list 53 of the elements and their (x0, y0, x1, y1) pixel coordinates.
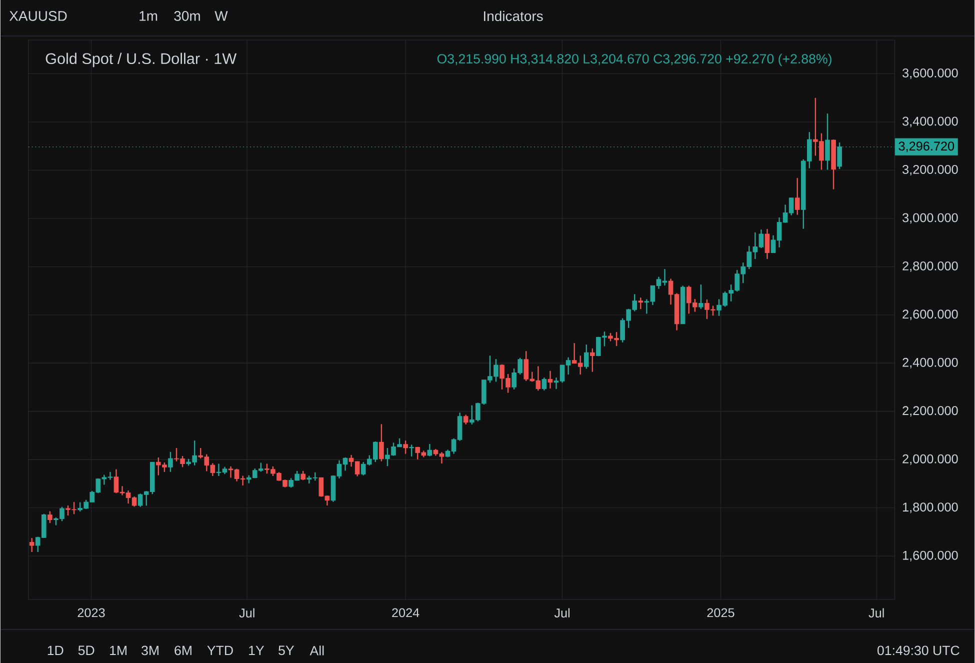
ref-line-label: 3,296.720 (898, 141, 954, 152)
candlestick (403, 440, 408, 454)
text: 6M (174, 646, 192, 655)
annotation: O3,215.990 H3,314.820 L3,204.670 C3,296.720 +92.270 (+2.88%) (437, 54, 832, 66)
y-tick-label: 2,600.000 (902, 309, 958, 320)
text: 1Y (249, 646, 264, 655)
candlestick (638, 296, 644, 310)
text: 1D (48, 646, 64, 655)
y-tick-label: 2,800.000 (902, 261, 958, 272)
y-tick-label: 2,400.000 (902, 358, 958, 368)
x-tick-label: Jul (868, 608, 884, 618)
text: W (214, 10, 228, 21)
text: YTD (207, 646, 233, 655)
text: All (310, 645, 324, 656)
candlestick (764, 228, 770, 260)
candlestick (29, 537, 34, 552)
candlestick (300, 470, 306, 480)
candlestick (409, 444, 414, 457)
y-tick-label: 2,200.000 (902, 406, 958, 416)
text: 01:49:30 UTC (877, 646, 960, 655)
candlestick (48, 510, 52, 524)
candlestick (590, 348, 595, 372)
y-tick-label: 1,800.000 (902, 502, 958, 513)
text: 30m (174, 10, 200, 21)
y-tick-label: 3,400.000 (902, 116, 958, 127)
text: Indicators (484, 10, 543, 21)
candlestick (542, 376, 547, 391)
candlestick (168, 451, 173, 472)
y-tick-label: 3,000.000 (902, 212, 958, 224)
y-tick-label: 3,600.000 (902, 68, 958, 79)
y-tick-label: 1,600.000 (902, 550, 958, 562)
x-tick-label: 2025 (707, 608, 734, 617)
x-tick-label: Jul (239, 608, 254, 618)
text: 5D (78, 646, 94, 655)
text: 5Y (278, 646, 294, 655)
text: XAUUSD (9, 10, 67, 21)
text: 1M (110, 646, 126, 655)
candlestick (548, 370, 553, 389)
x-tick-label: Jul (554, 608, 570, 618)
candlestick (379, 423, 384, 462)
text: 3M (142, 646, 158, 655)
x-tick-label: 2023 (78, 608, 105, 617)
text: Gold Spot / U.S. Dollar · 1W (46, 52, 237, 67)
text: 1m (140, 10, 158, 21)
candlestick (825, 112, 830, 170)
candlestick (584, 344, 589, 370)
candlestick (794, 177, 800, 216)
y-tick-label: 3,200.000 (902, 164, 958, 176)
x-tick-label: 2024 (392, 608, 420, 617)
candlestick (698, 284, 704, 310)
y-tick-label: 2,000.000 (902, 454, 958, 465)
candlestick (463, 414, 468, 425)
candlestick (427, 443, 432, 457)
